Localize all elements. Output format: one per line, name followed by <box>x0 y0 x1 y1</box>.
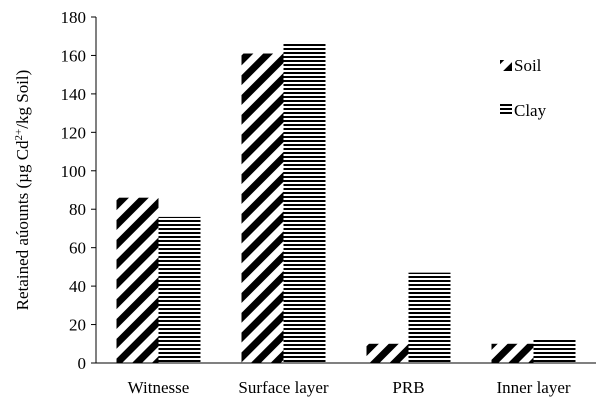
x-category-label: PRB <box>392 378 424 397</box>
y-tick-label: 120 <box>61 123 87 142</box>
y-axis-ticks: 0 20 40 60 80 100 120 140 160 180 <box>61 8 96 373</box>
x-axis-labels: Witnesse Surface layer PRB Inner layer <box>128 378 571 397</box>
legend-item-soil: Soil <box>500 56 542 75</box>
bar-soil-surface-layer <box>241 53 284 364</box>
bar-clay-inner-layer <box>533 339 576 363</box>
legend-item-clay: Clay <box>500 101 547 120</box>
x-category-label: Surface layer <box>238 378 328 397</box>
legend-swatch-clay <box>500 104 512 115</box>
x-category-label: Witnesse <box>128 378 190 397</box>
y-tick-label: 20 <box>69 316 86 335</box>
bar-soil-prb <box>366 343 409 363</box>
legend-label-clay: Clay <box>514 101 547 120</box>
y-axis-title: Retained aúounts (µg Cd2+/kg Soil) <box>13 70 32 311</box>
bars-layer <box>116 41 576 364</box>
legend-swatch-soil <box>500 60 512 71</box>
bar-clay-surface-layer <box>283 41 326 363</box>
y-axis-title-main: Retained aúounts (µg Cd <box>13 140 32 310</box>
y-tick-label: 80 <box>69 200 86 219</box>
y-tick-label: 180 <box>61 8 87 27</box>
y-tick-label: 0 <box>78 354 87 373</box>
y-tick-label: 40 <box>69 277 86 296</box>
legend: Soil Clay <box>500 56 547 120</box>
y-tick-label: 140 <box>61 85 87 104</box>
y-tick-label: 100 <box>61 162 87 181</box>
y-tick-label: 60 <box>69 239 86 258</box>
bar-soil-witnesse <box>116 197 159 363</box>
y-axis-title-superscript: 2+ <box>13 129 25 141</box>
legend-label-soil: Soil <box>514 56 542 75</box>
y-axis-title-unit: /kg Soil) <box>13 70 32 129</box>
bar-soil-inner-layer <box>491 343 534 363</box>
y-tick-label: 160 <box>61 46 87 65</box>
bar-clay-prb <box>408 272 451 363</box>
bar-clay-witnesse <box>158 216 201 363</box>
x-category-label: Inner layer <box>496 378 570 397</box>
